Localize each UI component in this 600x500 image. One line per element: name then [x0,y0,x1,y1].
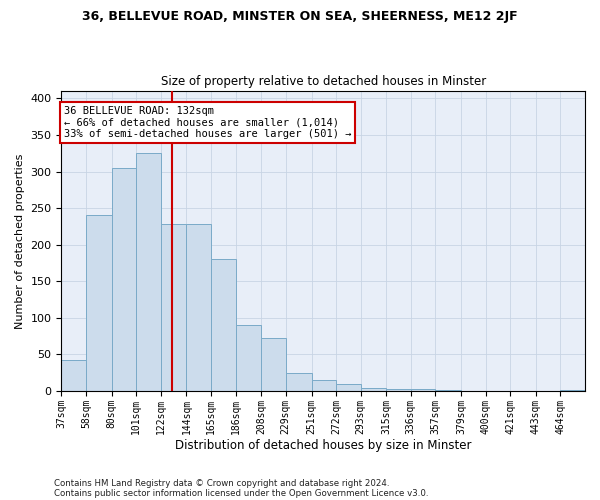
Bar [112,168,136,391]
Bar [411,389,436,391]
Bar [161,224,187,391]
Bar [311,380,336,391]
Text: 36, BELLEVUE ROAD, MINSTER ON SEA, SHEERNESS, ME12 2JF: 36, BELLEVUE ROAD, MINSTER ON SEA, SHEER… [82,10,518,23]
Bar [436,390,461,391]
Bar [560,390,585,391]
Bar [211,260,236,391]
Bar [286,373,311,391]
Bar [336,384,361,391]
Bar [236,325,261,391]
Bar [61,360,86,391]
Text: 36 BELLEVUE ROAD: 132sqm
← 66% of detached houses are smaller (1,014)
33% of sem: 36 BELLEVUE ROAD: 132sqm ← 66% of detach… [64,106,351,139]
Bar [86,216,112,391]
Bar [136,154,161,391]
Bar [386,389,411,391]
Y-axis label: Number of detached properties: Number of detached properties [15,154,25,328]
Bar [261,338,286,391]
X-axis label: Distribution of detached houses by size in Minster: Distribution of detached houses by size … [175,440,472,452]
Text: Contains public sector information licensed under the Open Government Licence v3: Contains public sector information licen… [54,488,428,498]
Bar [361,388,386,391]
Title: Size of property relative to detached houses in Minster: Size of property relative to detached ho… [161,76,486,88]
Text: Contains HM Land Registry data © Crown copyright and database right 2024.: Contains HM Land Registry data © Crown c… [54,478,389,488]
Bar [187,224,211,391]
